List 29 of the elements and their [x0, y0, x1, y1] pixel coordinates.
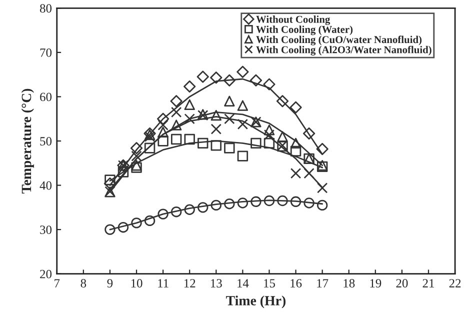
x-tick-label: 20 — [396, 279, 408, 288]
y-tick-label: 80 — [40, 4, 52, 13]
x-tick-label: 17 — [317, 279, 328, 288]
x-tick-label: 9 — [107, 279, 113, 288]
y-tick-label: 70 — [40, 48, 52, 57]
legend-label: With Cooling (Water) — [256, 26, 353, 36]
x-tick-label: 12 — [184, 279, 196, 288]
x-tick-label: 21 — [422, 279, 434, 288]
y-tick-label: 20 — [40, 270, 52, 278]
y-tick-label: 40 — [40, 181, 52, 190]
x-tick-label: 22 — [449, 279, 461, 288]
x-tick-label: 13 — [210, 279, 222, 288]
legend-label: With Cooling (Al2O3/Water Nanofluid) — [256, 46, 432, 56]
y-tick-label: 60 — [40, 92, 52, 102]
x-tick-label: 8 — [80, 279, 86, 288]
x-axis-title: Time (Hr) — [226, 296, 286, 308]
y-tick-label: 30 — [40, 226, 52, 234]
y-axis-title: Temperature (°C) — [21, 88, 34, 194]
x-tick-label: 16 — [290, 279, 302, 288]
y-tick-label: 50 — [40, 137, 52, 146]
x-tick-label: 19 — [370, 279, 382, 288]
x-tick-label: 10 — [131, 279, 142, 288]
x-tick-label: 11 — [158, 279, 168, 288]
x-tick-label: 15 — [264, 279, 275, 288]
x-tick-label: 18 — [344, 279, 355, 288]
legend-label: Without Cooling — [256, 16, 330, 26]
x-tick-label: 14 — [238, 279, 249, 288]
legend-label: With Cooling (CuO/water Nanofluid) — [256, 36, 422, 46]
x-tick-label: 7 — [54, 279, 60, 288]
